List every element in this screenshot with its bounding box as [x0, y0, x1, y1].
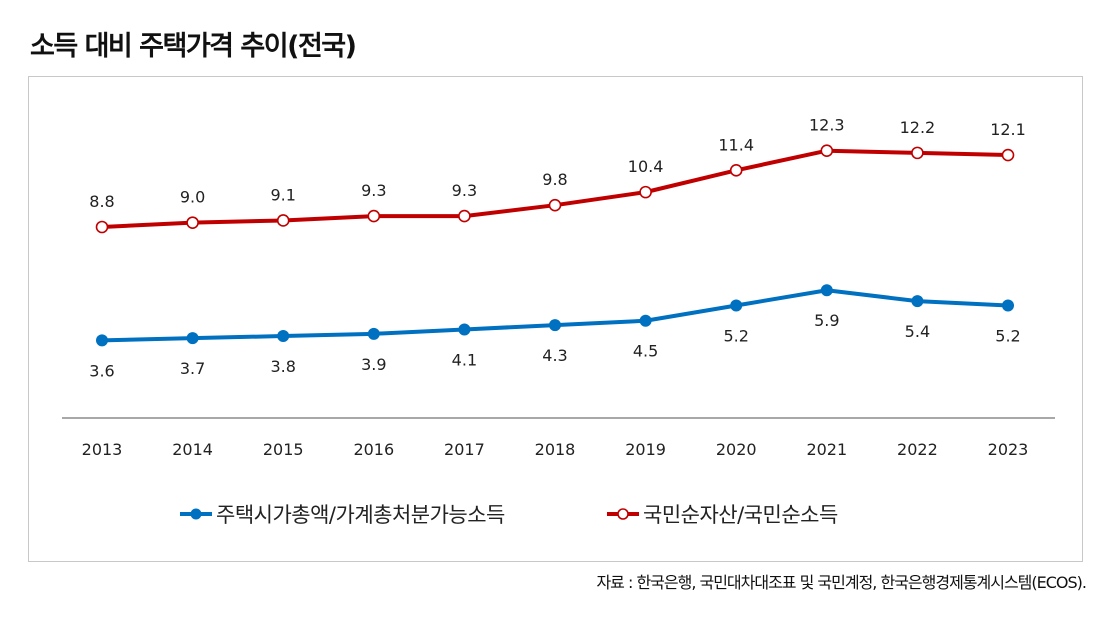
legend-item-0: 주택시가총액/가계총처분가능소득: [180, 503, 506, 527]
data-point: [277, 330, 290, 342]
legend-label: 국민순자산/국민순소득: [643, 503, 838, 527]
data-point: [367, 327, 380, 340]
data-label: 4.5: [633, 342, 658, 361]
data-point: [276, 214, 290, 227]
data-point: [820, 284, 833, 297]
series-line: [101, 288, 1009, 343]
data-label: 5.9: [814, 311, 839, 330]
data-point: [1001, 148, 1015, 162]
data-point: [639, 185, 652, 199]
data-label: 3.9: [361, 355, 386, 374]
data-point: [96, 334, 108, 347]
x-tick-label: 2014: [172, 440, 213, 459]
data-point: [548, 198, 562, 212]
series-1: 8.8 9.0 9.1 9.3 9.3 9.8 10.4 11.4 12.3 12.2 12.1: [89, 116, 1026, 234]
data-label: 4.1: [452, 350, 477, 369]
data-label: 5.2: [995, 326, 1020, 345]
x-tick-label: 2013: [82, 440, 123, 459]
data-point: [1002, 299, 1014, 312]
data-label: 9.3: [452, 181, 477, 200]
x-tick-label: 2018: [535, 440, 576, 459]
data-point: [458, 323, 471, 336]
x-tick-label: 2017: [444, 440, 485, 459]
x-tick-label: 2022: [897, 440, 938, 459]
chart-title: 소득 대비 주택가격 추이(전국): [30, 31, 357, 62]
legend-marker-icon: [617, 508, 629, 520]
data-point: [911, 146, 924, 160]
data-label: 3.7: [180, 359, 205, 378]
data-point: [186, 216, 199, 229]
data-label: 4.3: [542, 346, 567, 365]
data-label: 12.1: [990, 120, 1026, 139]
data-point: [367, 209, 381, 223]
data-label: 12.2: [900, 118, 936, 137]
data-point: [95, 220, 109, 234]
data-point: [911, 295, 924, 308]
data-point: [549, 319, 561, 332]
data-label: 8.8: [89, 192, 114, 211]
x-tick-label: 2020: [716, 440, 757, 459]
x-tick-label: 2015: [263, 440, 304, 459]
data-point: [729, 164, 743, 177]
legend-item-1: 국민순자산/국민순소득: [607, 503, 838, 527]
x-tick-label: 2023: [988, 440, 1029, 459]
x-tick-label: 2016: [353, 440, 394, 459]
legend-marker-icon: [190, 508, 202, 520]
data-point: [820, 144, 834, 157]
data-label: 9.3: [361, 181, 386, 200]
x-tick-label: 2021: [806, 440, 847, 459]
x-tick-label: 2019: [625, 440, 666, 459]
source-note: 자료 : 한국은행, 국민대차대조표 및 국민계정, 한국은행경제통계시스템(E…: [596, 573, 1087, 592]
data-label: 9.8: [542, 170, 567, 189]
data-label: 3.8: [270, 357, 295, 376]
chart-frame: [28, 76, 1083, 562]
data-point: [458, 209, 471, 223]
data-label: 10.4: [628, 157, 664, 176]
data-label: 5.2: [723, 326, 748, 345]
data-point: [186, 332, 199, 345]
series-0: 3.6 3.7 3.8 3.9 4.1 4.3 4.5 5.2 5.9 5.4 5.2: [89, 284, 1021, 380]
legend-label: 주택시가총액/가계총처분가능소득: [216, 503, 505, 527]
data-label: 12.3: [809, 116, 845, 135]
data-point: [730, 299, 743, 312]
data-label: 3.6: [89, 361, 114, 380]
data-label: 11.4: [718, 135, 754, 154]
data-point: [639, 314, 652, 327]
data-label: 9.0: [180, 188, 205, 207]
data-label: 9.1: [270, 185, 295, 204]
data-label: 5.4: [905, 322, 930, 341]
